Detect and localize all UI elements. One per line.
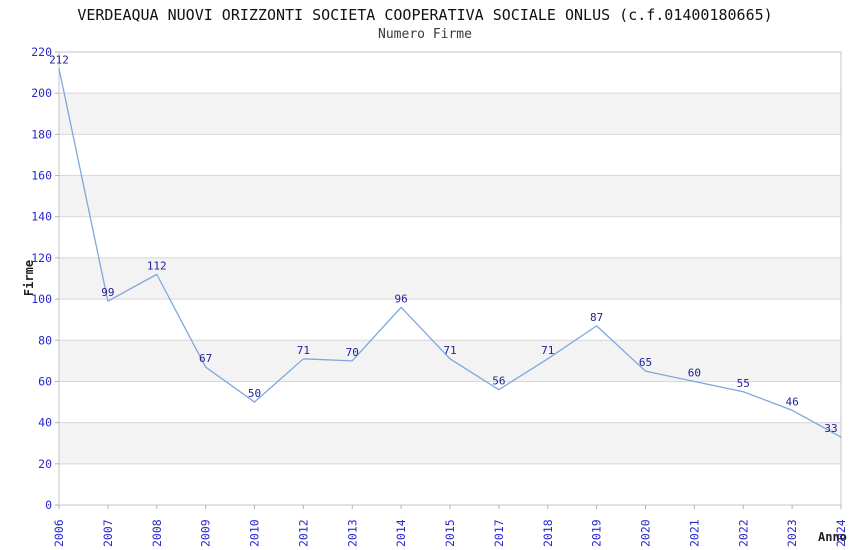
svg-text:50: 50	[248, 387, 261, 400]
svg-text:71: 71	[297, 344, 310, 357]
svg-text:2018: 2018	[541, 519, 555, 547]
svg-text:2023: 2023	[785, 519, 799, 547]
svg-text:20: 20	[38, 457, 52, 471]
svg-text:2022: 2022	[736, 519, 750, 547]
svg-text:140: 140	[31, 210, 52, 224]
data-point-labels: 212 99 112 67 50 71 70 96 71 56 71 87 65 60 55 46 33	[49, 53, 838, 435]
svg-text:220: 220	[31, 45, 52, 59]
svg-text:70: 70	[346, 346, 359, 359]
svg-text:2017: 2017	[492, 519, 506, 547]
svg-text:2010: 2010	[248, 519, 262, 547]
svg-text:96: 96	[395, 292, 408, 305]
data-line	[58, 67, 842, 438]
svg-text:55: 55	[737, 377, 750, 390]
svg-text:40: 40	[38, 416, 52, 430]
svg-text:160: 160	[31, 169, 52, 183]
svg-text:60: 60	[688, 366, 701, 379]
svg-text:200: 200	[31, 86, 52, 100]
y-axis-title: Firme	[22, 260, 36, 296]
x-tick-labels: 2006 2007 2008 2009 2010 2012 2013 2014 2015 2017…	[52, 519, 848, 547]
svg-text:56: 56	[492, 375, 505, 388]
svg-text:2012: 2012	[296, 519, 310, 547]
svg-text:71: 71	[443, 344, 456, 357]
svg-text:2014: 2014	[394, 519, 408, 547]
svg-text:80: 80	[38, 333, 52, 347]
svg-text:71: 71	[541, 344, 554, 357]
svg-text:180: 180	[31, 127, 52, 141]
band-group	[59, 93, 841, 464]
svg-text:2007: 2007	[101, 519, 115, 547]
svg-text:67: 67	[199, 352, 212, 365]
svg-text:2006: 2006	[52, 519, 66, 547]
svg-text:2024: 2024	[834, 519, 848, 547]
svg-text:65: 65	[639, 356, 652, 369]
x-axis-title: Anno	[818, 530, 847, 544]
chart-title: VERDEAQUA NUOVI ORIZZONTI SOCIETA COOPER…	[77, 6, 773, 24]
svg-text:2009: 2009	[199, 519, 213, 547]
svg-text:0: 0	[45, 498, 52, 512]
svg-text:33: 33	[824, 422, 837, 435]
svg-text:212: 212	[49, 53, 69, 66]
svg-text:2019: 2019	[590, 519, 604, 547]
svg-text:46: 46	[786, 395, 799, 408]
svg-text:120: 120	[31, 251, 52, 265]
y-tick-labels: 0 20 40 60 80 100 120 140 160 180 200 220	[31, 45, 52, 512]
svg-text:60: 60	[38, 374, 52, 388]
svg-text:87: 87	[590, 311, 603, 324]
svg-text:100: 100	[31, 292, 52, 306]
svg-text:2015: 2015	[443, 519, 457, 547]
chart-subtitle: Numero Firme	[378, 27, 472, 42]
svg-text:99: 99	[101, 286, 114, 299]
svg-text:2008: 2008	[150, 519, 164, 547]
svg-text:2013: 2013	[345, 519, 359, 547]
axis-tick-marks	[55, 51, 842, 509]
svg-text:112: 112	[147, 259, 167, 272]
svg-text:2020: 2020	[639, 519, 653, 547]
svg-text:2021: 2021	[687, 519, 701, 547]
